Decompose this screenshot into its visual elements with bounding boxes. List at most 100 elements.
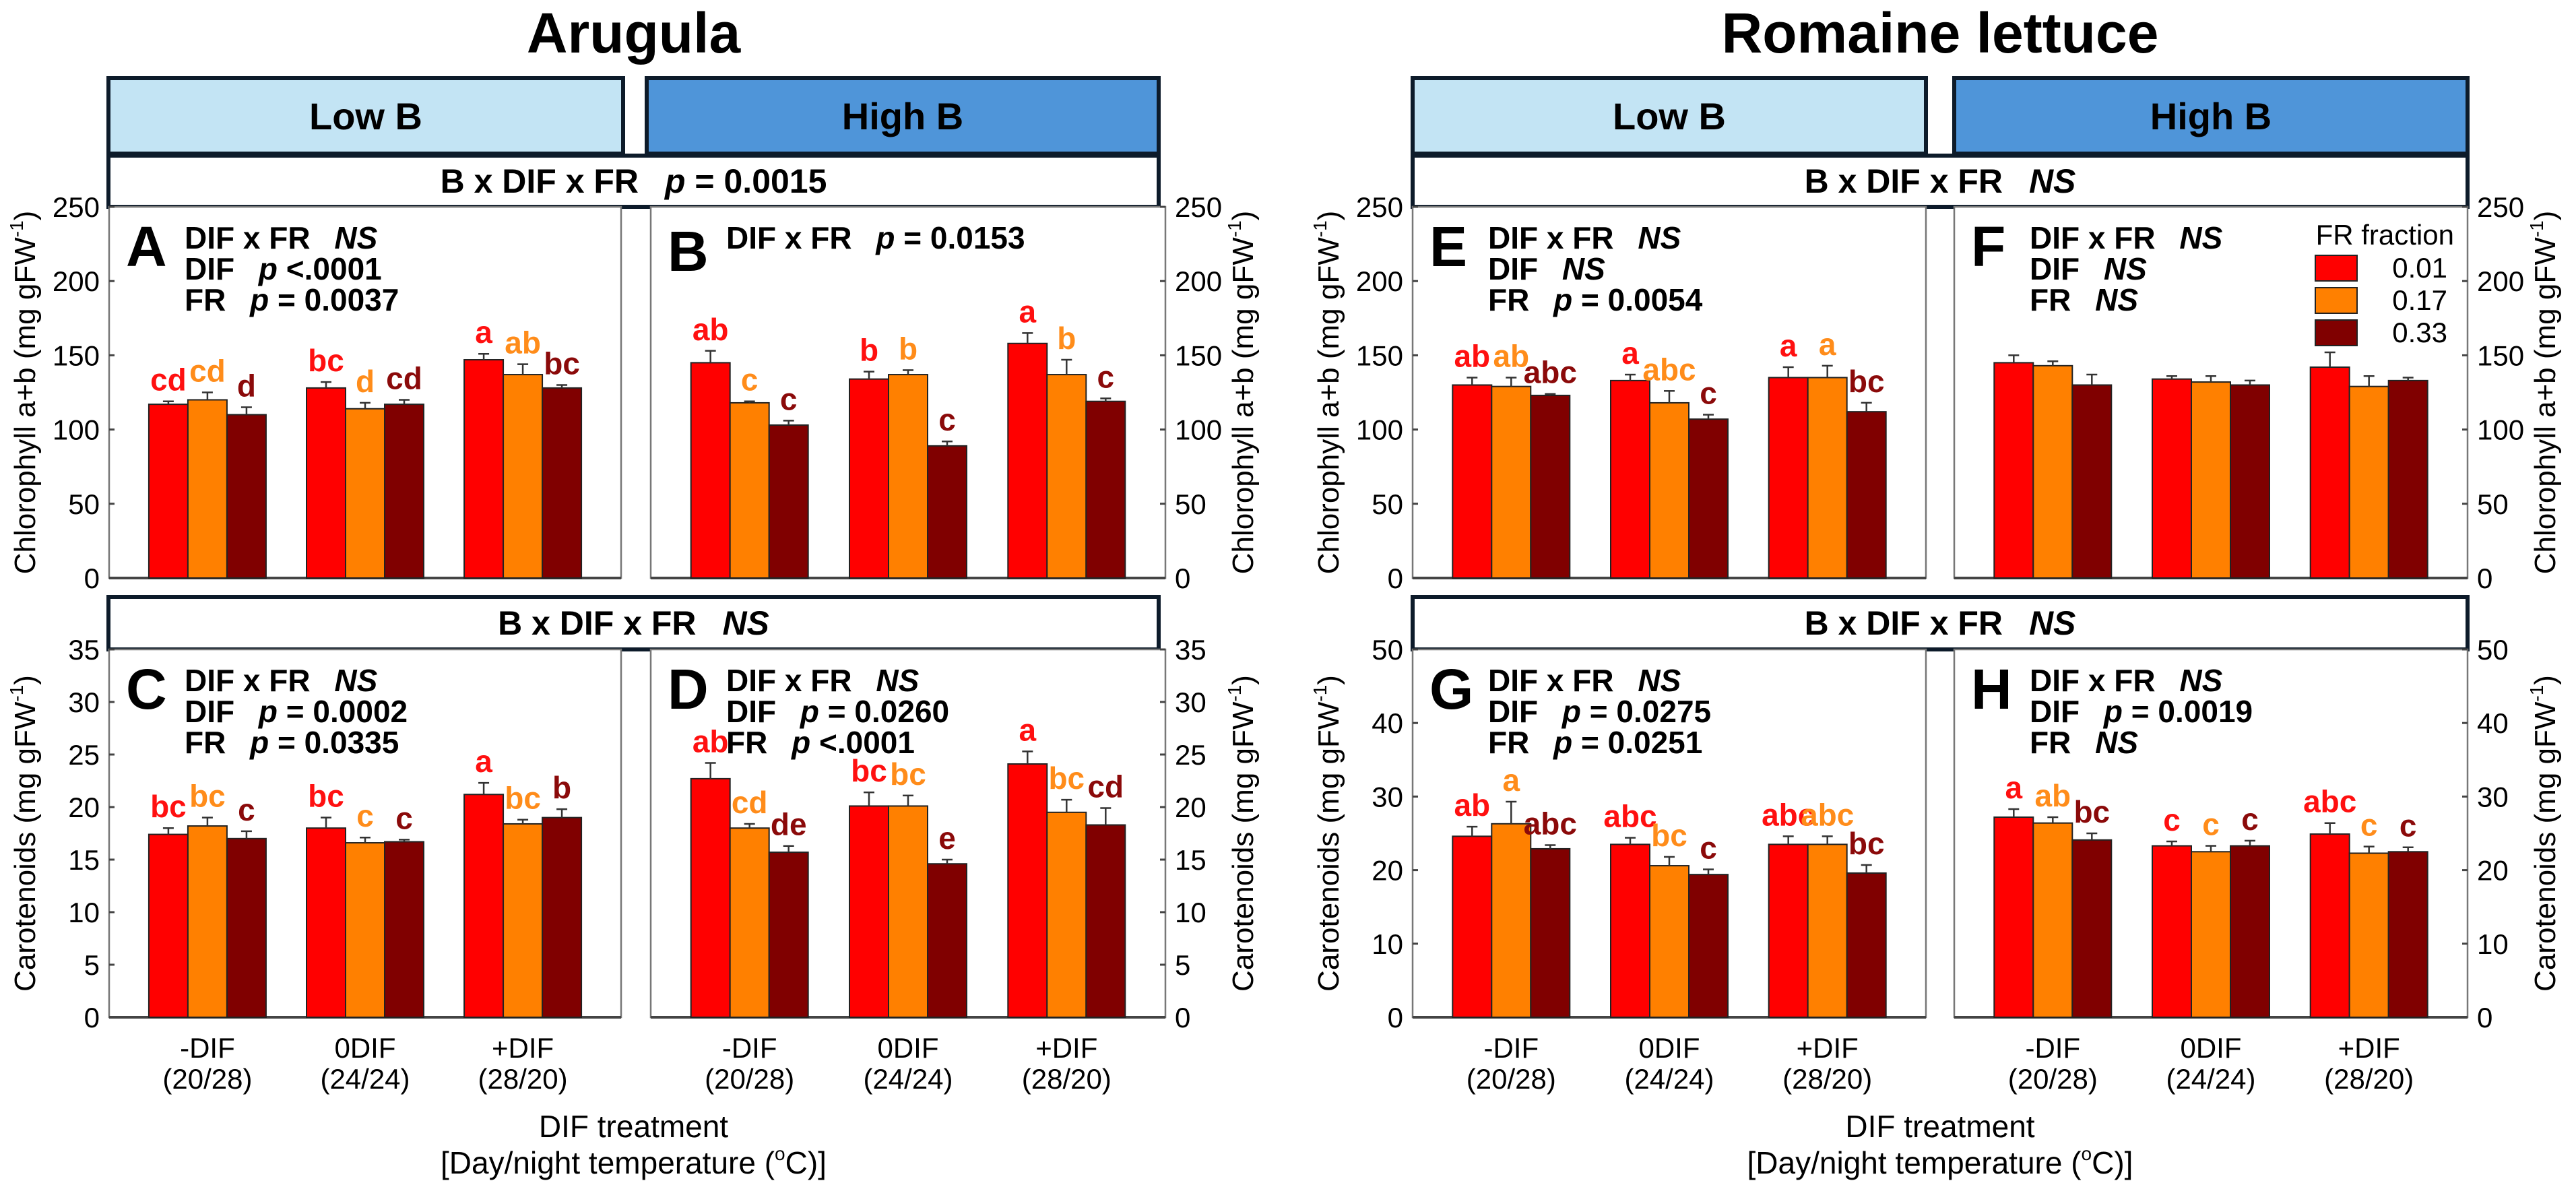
stat-gap bbox=[868, 663, 876, 698]
bar-+DIF-fr-0.01 bbox=[1768, 377, 1809, 579]
bar-0DIF-fr-0.33 bbox=[2230, 845, 2270, 1018]
significance-letter: ab bbox=[505, 325, 541, 360]
y-tick-label: 10 bbox=[1175, 897, 1206, 928]
x-subtitle-post: C)] bbox=[2092, 1145, 2133, 1180]
significance-letter: a bbox=[1503, 763, 1520, 798]
significance-letter: a bbox=[1019, 294, 1037, 329]
stat-p-symbol: p bbox=[790, 725, 810, 760]
y-tick-label: 25 bbox=[68, 739, 100, 771]
y-label-sup: -1 bbox=[6, 685, 27, 702]
stat-p-value: <.0001 bbox=[286, 251, 382, 286]
bar-+DIF-fr-0.17 bbox=[503, 823, 544, 1018]
significance-letter: cd bbox=[386, 361, 422, 396]
stat-p-value: = 0.0251 bbox=[1581, 725, 1702, 760]
stat-term: DIF x FR bbox=[185, 220, 311, 255]
significance-letter: c bbox=[2241, 802, 2259, 837]
significance-letter: bc bbox=[189, 779, 226, 814]
bar-0DIF-fr-0.33 bbox=[384, 841, 424, 1018]
significance-letter: a bbox=[475, 315, 492, 350]
stat-term: B x DIF x FR bbox=[1805, 162, 2003, 200]
bar--DIF-fr-0.17 bbox=[187, 825, 228, 1018]
significance-letter: ab bbox=[1454, 788, 1490, 823]
x-subtitle-pre: [Day/night temperature ( bbox=[1747, 1145, 2082, 1180]
x-axis-title: DIF treatment bbox=[539, 1109, 728, 1144]
bar--DIF-fr-0.33 bbox=[1530, 847, 1571, 1018]
stat-gap bbox=[2095, 251, 2104, 286]
panel-letter: E bbox=[1429, 215, 1467, 278]
panel-letter: C bbox=[126, 658, 167, 721]
stat-gap bbox=[269, 282, 278, 317]
bar--DIF-fr-0.01 bbox=[1993, 816, 2034, 1018]
significance-letter: c bbox=[2202, 807, 2220, 842]
x-tick-sublabel: (20/28) bbox=[162, 1063, 252, 1095]
stat-gap bbox=[1545, 725, 1553, 760]
y-tick-label: 5 bbox=[1175, 949, 1190, 981]
x-subtitle-post: C)] bbox=[785, 1145, 827, 1180]
x-tick-label: 0DIF bbox=[2180, 1032, 2241, 1064]
stat-gap bbox=[1581, 694, 1590, 729]
stat-ns: NS bbox=[2095, 725, 2138, 760]
bar-0DIF-fr-0.33 bbox=[2230, 384, 2270, 579]
x-tick-sublabel: (20/28) bbox=[2008, 1063, 2098, 1095]
bar-0DIF-fr-0.33 bbox=[927, 863, 967, 1018]
y-label-text: Chlorophyll a+b (mg gFW bbox=[2529, 237, 2562, 575]
bar-0DIF-fr-0.01 bbox=[849, 378, 889, 579]
bar-+DIF-fr-0.17 bbox=[1046, 374, 1087, 579]
stat-p-value: = 0.0037 bbox=[278, 282, 399, 317]
y-axis-label: Chlorophyll a+b (mg gFW-1) bbox=[6, 211, 42, 575]
panel-stat: FR p = 0.0335 bbox=[185, 725, 399, 760]
stat-ns: NS bbox=[2095, 282, 2138, 317]
bar--DIF-fr-0.17 bbox=[2032, 364, 2073, 579]
significance-letter: e bbox=[938, 821, 956, 856]
stat-term: DIF x FR bbox=[2030, 663, 2156, 698]
stat-term: DIF bbox=[185, 251, 234, 286]
stat-p-symbol: p bbox=[1552, 282, 1572, 317]
stat-gap bbox=[1630, 220, 1638, 255]
bar-+DIF-fr-0.17 bbox=[1807, 843, 1848, 1018]
x-tick-label: -DIF bbox=[2025, 1032, 2080, 1064]
stat-term: DIF bbox=[1488, 694, 1538, 729]
stat-gap bbox=[250, 694, 259, 729]
stat-p-value: = 0.0275 bbox=[1590, 694, 1711, 729]
y-label-text: Carotenoids (mg gFW bbox=[2529, 701, 2562, 992]
x-tick-sublabel: (20/28) bbox=[1467, 1063, 1556, 1095]
panel-stat: FR p = 0.0037 bbox=[185, 282, 399, 317]
panel-stat: DIF x FR NS bbox=[726, 663, 920, 698]
bar-+DIF-fr-0.17 bbox=[2348, 385, 2389, 579]
significance-letter: bc bbox=[544, 346, 580, 381]
significance-letter: bc bbox=[308, 343, 344, 378]
interaction-stat: B x DIF x FR p = 0.0015 bbox=[441, 162, 827, 200]
stat-p-value: = 0.0015 bbox=[695, 162, 827, 200]
y-tick-label: 250 bbox=[2477, 191, 2524, 223]
x-axis-subtitle: [Day/night temperature (oC)] bbox=[1747, 1143, 2133, 1180]
stat-term: FR bbox=[726, 725, 767, 760]
x-tick-label: 0DIF bbox=[1638, 1032, 1700, 1064]
bar-0DIF-fr-0.01 bbox=[1610, 379, 1650, 579]
significance-letter: ab bbox=[1493, 338, 1529, 373]
y-label-text: Carotenoids (mg gFW bbox=[9, 701, 42, 992]
boron-header-label: Low B bbox=[1613, 95, 1726, 137]
y-label-close: ) bbox=[2529, 675, 2562, 685]
y-label-close: ) bbox=[1312, 675, 1345, 685]
y-tick-label: 200 bbox=[1175, 265, 1222, 297]
bar-0DIF-fr-0.33 bbox=[1688, 874, 1729, 1018]
y-tick-label: 200 bbox=[1356, 265, 1403, 297]
panel-letter: B bbox=[668, 220, 709, 283]
legend-swatch bbox=[2315, 287, 2358, 314]
y-tick-label: 15 bbox=[1175, 844, 1206, 876]
significance-letter: c bbox=[1700, 376, 1717, 411]
y-tick-label: 50 bbox=[1372, 634, 1403, 666]
stat-ns: NS bbox=[2179, 663, 2222, 698]
bar-+DIF-fr-0.01 bbox=[463, 359, 505, 579]
y-tick-label: 10 bbox=[2477, 928, 2509, 960]
significance-letter: bc bbox=[505, 781, 541, 816]
stat-term: B x DIF x FR bbox=[498, 604, 696, 642]
stat-p-value: = 0.0002 bbox=[286, 694, 408, 729]
significance-letter: c bbox=[2400, 808, 2417, 843]
x-tick-sublabel: (24/24) bbox=[2166, 1063, 2255, 1095]
stat-gap bbox=[868, 220, 876, 255]
bar-+DIF-fr-0.33 bbox=[2387, 379, 2428, 579]
y-tick-label: 150 bbox=[53, 340, 100, 371]
y-axis-label: Chlorophyll a+b (mg gFW-1) bbox=[1224, 211, 1260, 575]
